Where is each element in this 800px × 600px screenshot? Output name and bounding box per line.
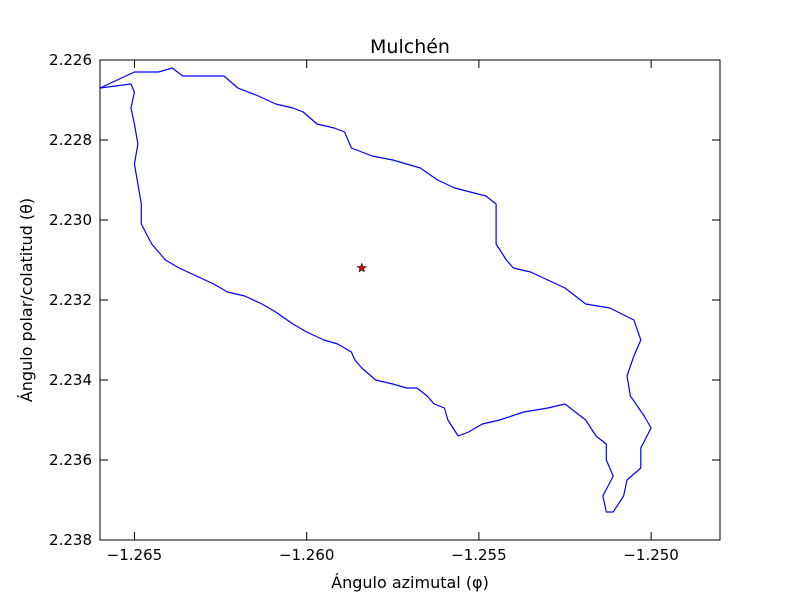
x-tick-label: −1.255 <box>451 546 507 564</box>
y-tick-label: 2.228 <box>49 131 92 149</box>
x-tick-label: −1.265 <box>107 546 163 564</box>
y-tick-label: 2.238 <box>49 531 92 549</box>
y-tick-label: 2.226 <box>49 51 92 69</box>
x-tick-label: −1.250 <box>623 546 679 564</box>
y-tick-label: 2.232 <box>49 291 92 309</box>
x-tick-label: −1.260 <box>279 546 335 564</box>
series-line-0 <box>99 67 652 513</box>
tick-marks <box>100 59 720 541</box>
y-tick-label: 2.230 <box>49 211 92 229</box>
chart-title: Mulchén <box>370 36 450 58</box>
y-tick-label: 2.236 <box>49 451 92 469</box>
x-axis-title: Ángulo azimutal (φ) <box>331 573 489 592</box>
y-tick-label: 2.234 <box>49 371 92 389</box>
star-marker <box>356 262 367 273</box>
tick-labels: −1.265 −1.260 −1.255 −1.250 2.226 2.228 2.230 2… <box>49 51 679 564</box>
plot-area <box>99 67 652 513</box>
y-axis-title: Ángulo polar/colatitud (θ) <box>17 198 36 402</box>
